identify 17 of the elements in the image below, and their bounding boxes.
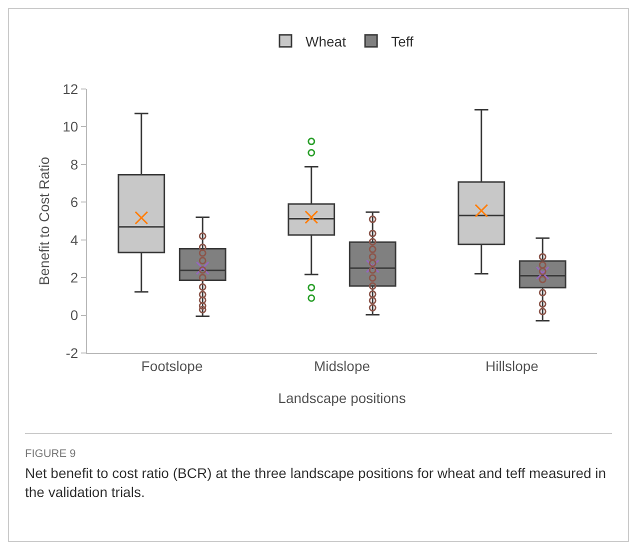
x-tick-label: Footslope (141, 358, 203, 374)
y-tick-label: 6 (70, 194, 78, 210)
caption: FIGURE 9 (25, 433, 612, 460)
x-tick-label: Hillslope (486, 358, 539, 374)
y-tick-label: 10 (62, 118, 78, 135)
y-tick-label: 0 (70, 307, 78, 324)
y-tick-label: -2 (66, 344, 78, 361)
y-tick-label: 8 (70, 156, 78, 172)
legend-label: Wheat (306, 33, 346, 50)
x-axis-title: Landscape positions (278, 390, 406, 406)
y-tick-label: 4 (70, 232, 78, 248)
y-tick-label: 12 (62, 80, 78, 97)
legend-label: Teff (391, 33, 414, 50)
y-tick-label: 2 (70, 269, 78, 286)
text: Net benefit to cost ratio (BCR) at the three landscape positions for wheat and teff measured in the validation trials. (25, 464, 608, 502)
y-axis-title: Benefit to Cost Ratio (36, 156, 52, 286)
x-tick-label: Midslope (314, 358, 370, 374)
